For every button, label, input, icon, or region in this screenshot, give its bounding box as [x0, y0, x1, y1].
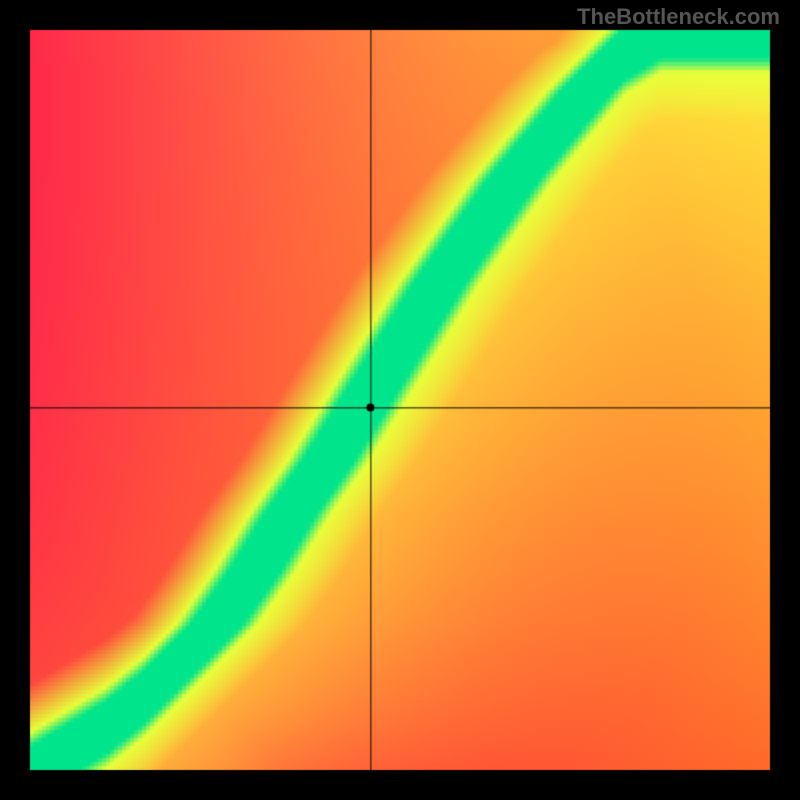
heatmap-canvas: [0, 0, 800, 800]
chart-container: TheBottleneck.com: [0, 0, 800, 800]
watermark-text: TheBottleneck.com: [577, 4, 780, 30]
